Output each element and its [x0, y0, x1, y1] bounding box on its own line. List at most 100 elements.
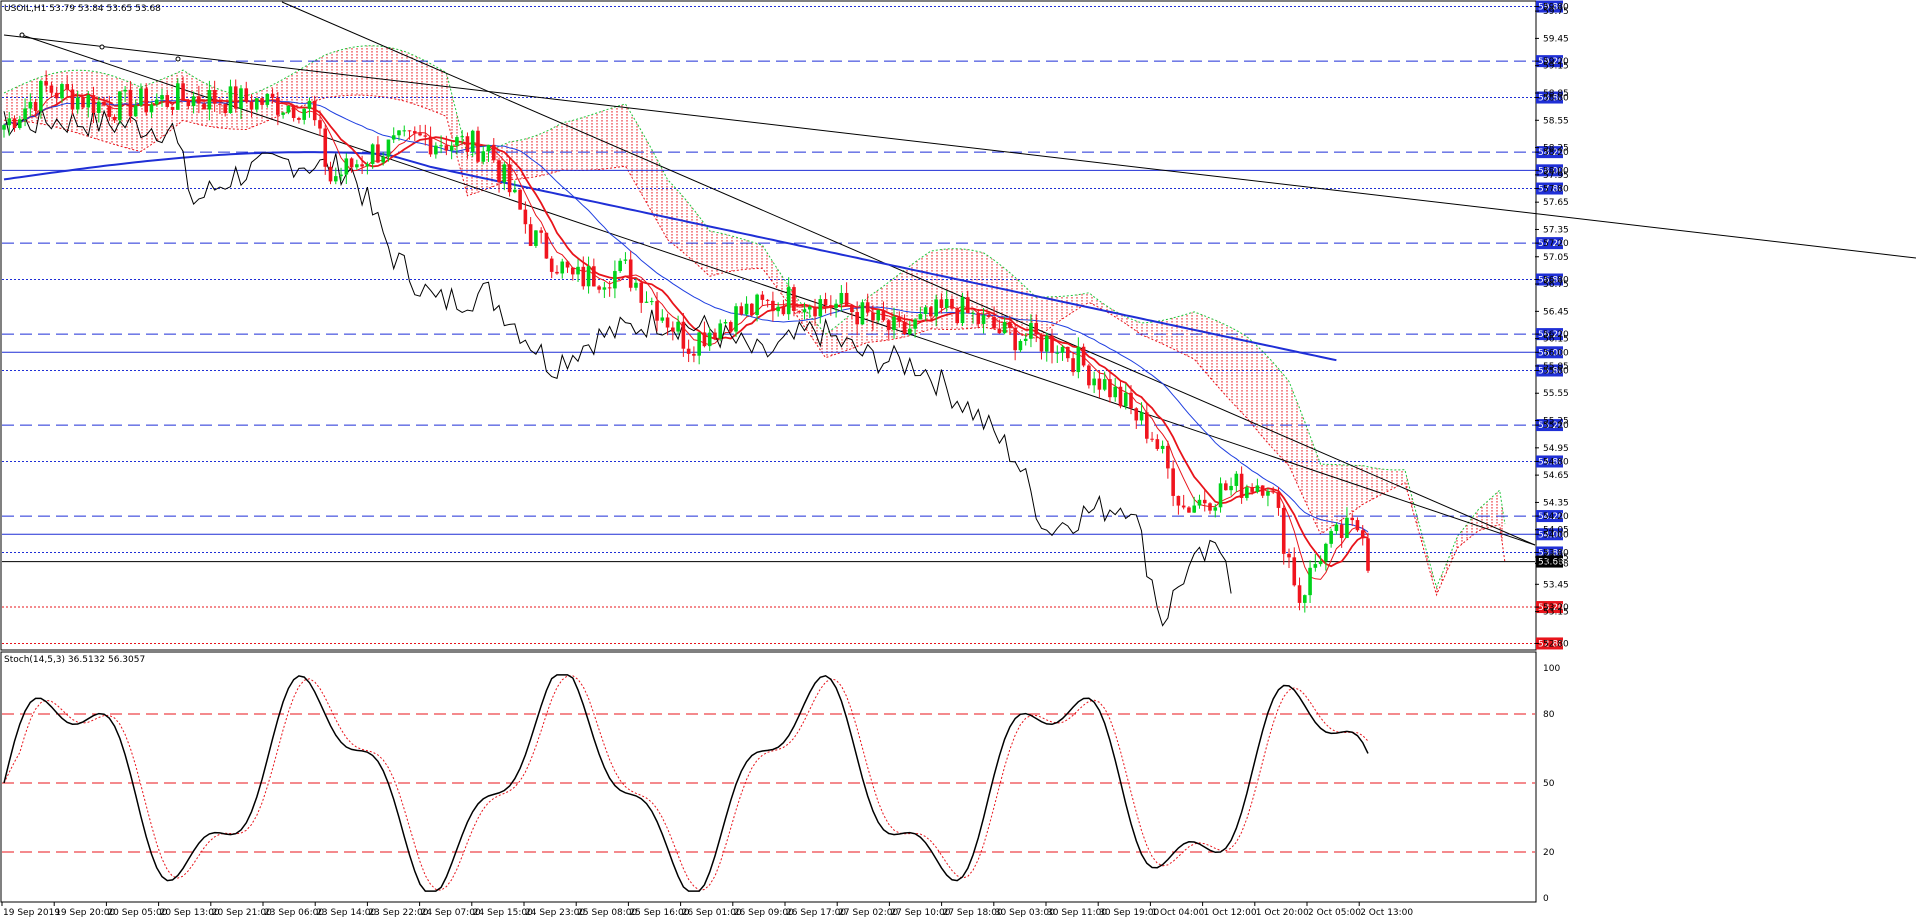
- candle-body: [765, 299, 770, 301]
- candle-body: [623, 259, 628, 261]
- candle-body: [1334, 524, 1339, 532]
- time-label: 23 Sep 06:00: [264, 908, 324, 918]
- candle-body: [2, 125, 6, 130]
- candle-body: [1002, 321, 1007, 334]
- price-label: 54.20: [1543, 512, 1569, 522]
- level-tag: [1536, 346, 1563, 359]
- level-tag-label: 54.20: [1538, 512, 1564, 522]
- candle-body: [871, 312, 875, 321]
- candle-body: [1039, 334, 1044, 352]
- candle-body: [391, 135, 396, 140]
- candle-body: [254, 98, 259, 110]
- candle-body: [639, 282, 644, 303]
- level-tag-label: 56.80: [1538, 276, 1564, 286]
- time-label: 25 Sep 16:00: [629, 908, 689, 918]
- price-label: 55.80: [1543, 366, 1569, 376]
- candle-body: [686, 348, 691, 354]
- candle-body: [576, 266, 580, 275]
- level-tag-label: 58.20: [1538, 148, 1564, 158]
- candle-body: [260, 98, 264, 105]
- candle-body: [1360, 530, 1365, 539]
- candle-body: [1155, 439, 1160, 449]
- candle-body: [844, 292, 849, 306]
- candle-body: [897, 316, 902, 322]
- candle-body: [1034, 323, 1039, 335]
- candle-body: [1076, 346, 1081, 373]
- price-label: 57.20: [1543, 239, 1569, 249]
- price-label: 58.85: [1543, 89, 1569, 99]
- candle-body: [586, 266, 591, 287]
- candle-body: [312, 100, 317, 121]
- candle-body: [518, 189, 522, 210]
- candle-body: [181, 83, 185, 100]
- candle-body: [939, 299, 944, 308]
- candle-body: [1318, 561, 1323, 565]
- price-label: 54.65: [1543, 471, 1569, 481]
- candle-body: [228, 86, 233, 114]
- trendline: [281, 1, 1536, 546]
- candle-body: [1044, 335, 1049, 352]
- level-tag: [1536, 455, 1563, 468]
- candle-body: [1050, 335, 1054, 353]
- candle-body: [665, 317, 670, 328]
- candle-body: [807, 306, 812, 310]
- level-tag: [1536, 528, 1563, 541]
- time-label: 2 Oct 13:00: [1360, 908, 1413, 918]
- candle-body: [175, 83, 180, 110]
- level-tag-label: 54.80: [1538, 457, 1564, 467]
- price-label: 56.20: [1543, 330, 1569, 340]
- candle-body: [96, 101, 101, 113]
- candle-body: [560, 261, 565, 274]
- candle-body: [1287, 553, 1291, 558]
- time-label: 1 Oct 04:00: [1151, 908, 1204, 918]
- candle-body: [502, 164, 507, 183]
- candle-body: [1029, 323, 1033, 339]
- candle-body: [971, 312, 975, 314]
- time-label: 24 Sep 15:00: [473, 908, 533, 918]
- candle-body: [523, 209, 528, 225]
- candle-body: [1345, 517, 1349, 539]
- time-label: 27 Sep 10:00: [890, 908, 950, 918]
- candle-body: [491, 144, 496, 161]
- level-tag-label: 52.80: [1538, 639, 1564, 649]
- candle-body: [28, 101, 33, 109]
- candle-body: [786, 287, 791, 315]
- indicator-lines: [3, 87, 1369, 627]
- trendline-anchor: [175, 56, 181, 62]
- candle-body: [1018, 340, 1023, 351]
- chikou-line: [3, 105, 1232, 627]
- level-tag-label: 53.20: [1538, 603, 1564, 613]
- stoch-scale-label: 100: [1543, 664, 1560, 674]
- candle-body: [1160, 445, 1165, 449]
- candle-body: [539, 230, 543, 233]
- candle-body: [39, 80, 43, 111]
- candle-body: [681, 321, 686, 349]
- candle-body: [992, 316, 996, 329]
- candle-body: [1366, 538, 1370, 571]
- candle-body: [133, 105, 138, 117]
- candle-body: [802, 309, 807, 313]
- candle-body: [834, 303, 838, 308]
- candle-body: [839, 292, 844, 304]
- candle-body: [818, 299, 823, 317]
- price-label: 59.20: [1543, 57, 1569, 67]
- candle-body: [934, 299, 938, 317]
- candle-body: [908, 328, 912, 335]
- candle-body: [186, 99, 191, 107]
- candle-body: [944, 299, 949, 308]
- candle-body: [1102, 379, 1107, 390]
- time-label: 1 Oct 20:00: [1256, 908, 1309, 918]
- stoch-pane-frame: [0, 651, 1537, 903]
- candle-body: [570, 267, 575, 275]
- candle-body: [412, 131, 417, 134]
- candle-body: [470, 130, 475, 152]
- candle-body: [1234, 473, 1239, 486]
- time-label: 23 Sep 22:00: [368, 908, 428, 918]
- candle-body: [339, 174, 343, 177]
- price-label: 58.20: [1543, 148, 1569, 158]
- candle-body: [728, 322, 733, 332]
- candle-body: [692, 353, 696, 356]
- candle-body: [455, 137, 459, 146]
